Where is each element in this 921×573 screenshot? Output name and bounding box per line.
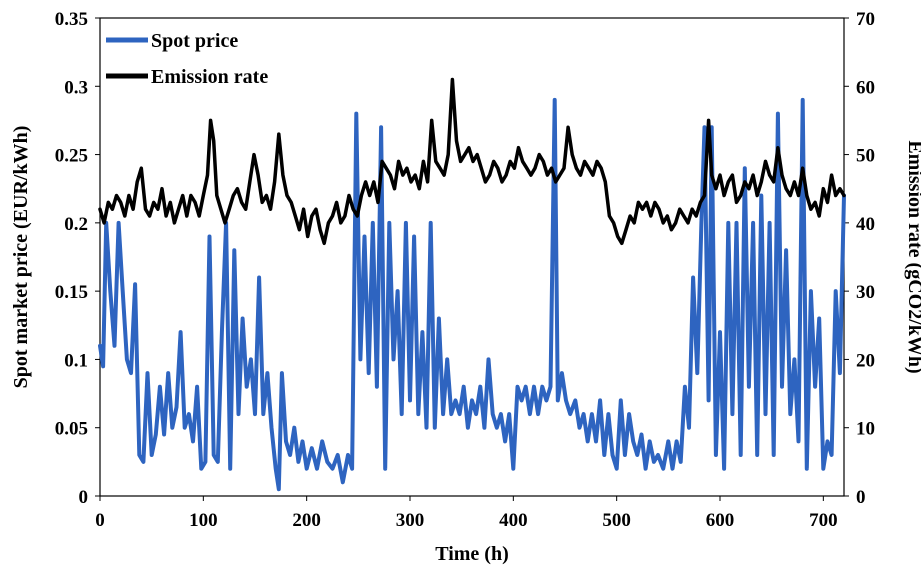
- series-line-emission-rate: [98, 77, 846, 246]
- x-tick-label: 100: [189, 510, 218, 531]
- y-left-tick-label: 0.1: [64, 350, 88, 371]
- y-axis-left-ticks: 0 0.05 0.1 0.15 0.2 0.25 0.3 0.35: [55, 9, 100, 508]
- y-right-tick-label: 10: [856, 419, 875, 440]
- y-right-tick-label: 40: [856, 214, 875, 235]
- y-right-tick-label: 60: [856, 77, 875, 98]
- y-left-tick-label: 0.25: [55, 146, 88, 167]
- y-axis-left-title: Spot market price (EUR/kWh): [10, 126, 32, 389]
- y-axis-right-title: Emission rate (gCO2/kWh): [904, 140, 921, 373]
- y-left-tick-label: 0: [79, 487, 89, 508]
- series-line-spot-price: [98, 97, 846, 492]
- legend: Spot price Emission rate: [106, 30, 268, 88]
- y-axis-right-ticks: 0 10 20 30 40 50 60 70: [844, 9, 875, 508]
- x-tick-label: 700: [809, 510, 838, 531]
- y-right-tick-label: 0: [856, 487, 866, 508]
- x-tick-label: 600: [706, 510, 735, 531]
- y-left-tick-label: 0.15: [55, 282, 88, 303]
- y-right-tick-label: 70: [856, 9, 875, 30]
- legend-label-spot-price: Spot price: [151, 30, 238, 52]
- y-left-tick-label: 0.35: [55, 9, 88, 30]
- x-tick-label: 200: [292, 510, 321, 531]
- x-tick-label: 500: [602, 510, 631, 531]
- y-left-tick-label: 0.2: [64, 214, 88, 235]
- y-right-tick-label: 30: [856, 282, 875, 303]
- x-tick-label: 300: [396, 510, 425, 531]
- y-right-tick-label: 50: [856, 146, 875, 167]
- y-right-tick-label: 20: [856, 350, 875, 371]
- y-left-tick-label: 0.05: [55, 419, 88, 440]
- legend-label-emission-rate: Emission rate: [151, 66, 268, 88]
- x-tick-label: 400: [499, 510, 528, 531]
- x-axis-ticks: 0 100 200 300 400 500 600 700: [95, 496, 838, 531]
- y-left-tick-label: 0.3: [64, 77, 88, 98]
- series-lines: [98, 77, 846, 492]
- x-tick-label: 0: [95, 510, 105, 531]
- x-axis-title: Time (h): [435, 543, 509, 565]
